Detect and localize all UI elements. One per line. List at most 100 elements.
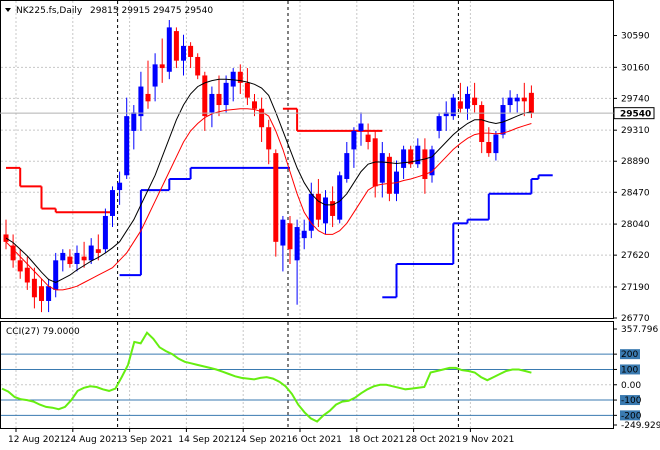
candle-body — [181, 45, 186, 61]
candle-body — [280, 219, 286, 246]
cci-level-tag — [620, 364, 640, 375]
candle-body — [351, 130, 357, 150]
price-axis: 30590 30160 29740 29310 28890 28470 28040 27620… — [613, 32, 650, 324]
candle-body — [252, 101, 257, 109]
candle-body — [301, 230, 307, 239]
moving-averages — [5, 78, 532, 291]
candle-body — [209, 93, 215, 113]
candle-body — [415, 145, 421, 165]
support-resistance-steps — [6, 107, 553, 299]
time-tick-label: 24 Sep 2021 — [235, 435, 292, 445]
cci-line — [1, 331, 532, 423]
time-tick-label: 14 Sep 2021 — [178, 435, 235, 445]
candle-body — [74, 252, 80, 265]
time-tick-label: 3 Sep 2021 — [122, 435, 173, 445]
candle-body — [188, 45, 194, 57]
candle-body — [472, 97, 478, 106]
candle-body — [244, 82, 250, 98]
candle-body — [81, 256, 87, 261]
candle-body — [173, 31, 179, 61]
candle-body — [408, 149, 414, 165]
symbol-label: NK225.fs,Daily — [16, 6, 83, 16]
candle-body — [465, 93, 470, 109]
candle-body — [131, 112, 137, 131]
time-tick-label: 24 Aug 2021 — [65, 435, 123, 445]
candle-body — [223, 82, 229, 106]
candle-body — [53, 260, 59, 290]
candle-body — [88, 245, 94, 261]
price-tick-label: 26770 — [621, 314, 650, 324]
time-axis: 12 Aug 2021 24 Aug 2021 3 Sep 2021 14 Sep 2… — [8, 428, 514, 445]
cci-level-tag — [620, 410, 640, 421]
candle-body — [514, 97, 520, 102]
cci-tick-label: 0.00 — [621, 381, 641, 391]
candle-body — [24, 267, 30, 283]
current-price-label: 29540 — [620, 110, 651, 120]
time-tick-label: 9 Nov 2021 — [462, 435, 514, 445]
price-tick-label: 30590 — [621, 32, 650, 42]
candle-body — [429, 149, 435, 176]
cci-series — [1, 331, 532, 423]
candle-body — [528, 92, 534, 114]
candle-body — [386, 156, 392, 194]
candle-body — [138, 86, 144, 117]
fast-ma-line — [5, 78, 532, 284]
candle-body — [266, 127, 272, 150]
candle-body — [10, 245, 16, 261]
cci-level-tag — [620, 395, 640, 406]
candle-body — [486, 142, 492, 154]
price-tick-label: 29310 — [621, 126, 650, 136]
cci-label: CCI(27) 79.0000 — [6, 327, 80, 337]
candle-body — [216, 93, 222, 106]
cci-level-tag — [620, 349, 640, 360]
candle-body — [46, 286, 52, 301]
candles — [3, 20, 534, 313]
candle-body — [159, 64, 165, 69]
candle-body — [379, 153, 385, 183]
cci-tick-label: 200 — [621, 350, 638, 360]
candle-body — [507, 97, 513, 106]
candle-body — [60, 252, 66, 261]
cci-tick-label: 100 — [621, 365, 638, 375]
candle-body — [152, 64, 158, 87]
candle-body — [202, 75, 208, 117]
current-price-tag — [613, 107, 655, 120]
candle-body — [294, 227, 300, 261]
candle-body — [308, 193, 314, 231]
candle-body — [365, 134, 371, 143]
slow-ma-line — [5, 108, 532, 291]
time-tick-label: 6 Oct 2021 — [292, 435, 342, 445]
candle-body — [358, 123, 364, 131]
candle-body — [117, 182, 123, 191]
candle-body — [110, 190, 115, 216]
price-pane[interactable] — [0, 0, 614, 319]
price-tick-label: 28470 — [621, 188, 650, 198]
ohlc-readout: 29815 29915 29475 29540 — [90, 6, 213, 16]
candle-body — [450, 97, 456, 117]
price-tick-label: 27620 — [621, 251, 650, 261]
candle-body — [401, 149, 407, 168]
cci-tick-label: 357.796 — [621, 325, 658, 335]
candle-body — [230, 71, 236, 87]
candle-body — [102, 215, 108, 250]
candle-body — [337, 175, 343, 220]
candle-body — [323, 197, 328, 224]
candle-body — [31, 278, 37, 298]
candle-body — [521, 97, 527, 102]
cci-pane[interactable] — [0, 321, 614, 429]
time-tick-label: 28 Oct 2021 — [406, 435, 462, 445]
cci-tick-label: -200 — [621, 411, 642, 421]
price-tick-label: 29740 — [621, 94, 650, 104]
candle-body — [479, 105, 485, 143]
candle-body — [237, 71, 243, 83]
candle-body — [39, 286, 44, 301]
candle-body — [273, 153, 279, 242]
candle-body — [259, 108, 265, 128]
price-tick-label: 28040 — [621, 220, 650, 230]
dropdown-arrow-icon[interactable] — [5, 8, 11, 12]
candle-body — [457, 101, 463, 109]
candle-body — [95, 249, 101, 253]
candle-body — [493, 134, 499, 154]
candle-body — [344, 153, 350, 179]
